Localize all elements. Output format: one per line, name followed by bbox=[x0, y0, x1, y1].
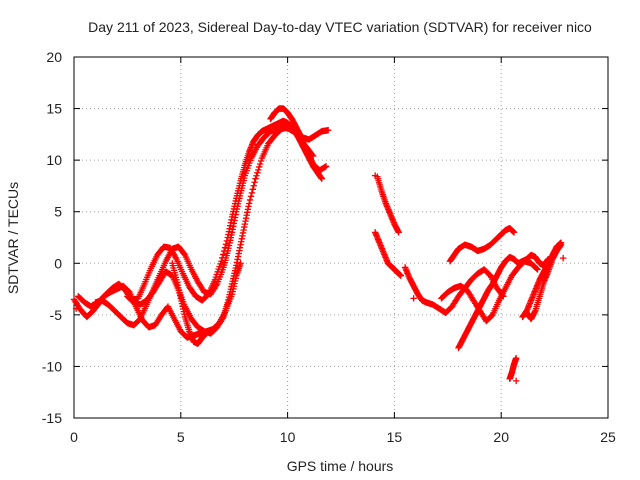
data-point bbox=[252, 175, 259, 182]
y-tick-label: -15 bbox=[42, 410, 62, 426]
data-point bbox=[395, 229, 402, 236]
data-point bbox=[318, 175, 325, 182]
data-point bbox=[180, 250, 188, 258]
series-satellite-track-g bbox=[374, 173, 402, 236]
plot-frame bbox=[73, 56, 609, 419]
x-tick-label: 5 bbox=[177, 429, 185, 445]
series-satellite-track-l bbox=[446, 225, 518, 265]
data-point bbox=[397, 272, 405, 279]
data-point bbox=[256, 163, 263, 171]
data-point bbox=[222, 241, 230, 248]
y-tick-label: 10 bbox=[46, 152, 62, 168]
data-point bbox=[219, 315, 226, 322]
data-point bbox=[253, 172, 260, 179]
data-point bbox=[250, 182, 257, 189]
y-tick-label: 5 bbox=[54, 204, 62, 220]
y-tick-label: 0 bbox=[54, 255, 62, 271]
data-point bbox=[249, 186, 257, 193]
series-satellite-track-k bbox=[455, 251, 552, 352]
x-tick-label: 10 bbox=[280, 429, 296, 445]
data-point bbox=[203, 330, 210, 337]
series-satellite-track-e bbox=[169, 260, 210, 347]
chart-title: Day 211 of 2023, Sidereal Day-to-day VTE… bbox=[88, 19, 592, 35]
y-tick-label: -10 bbox=[42, 358, 62, 374]
data-point bbox=[248, 189, 256, 197]
data-point bbox=[510, 229, 518, 236]
data-point bbox=[512, 354, 520, 362]
data-point bbox=[257, 157, 265, 165]
x-tick-label: 15 bbox=[387, 429, 403, 445]
data-point bbox=[72, 305, 80, 312]
x-tick-label: 0 bbox=[70, 429, 78, 445]
data-point bbox=[534, 266, 541, 273]
data-point bbox=[218, 258, 225, 265]
data-point bbox=[246, 196, 254, 204]
axes bbox=[73, 56, 609, 419]
data-point bbox=[212, 282, 220, 289]
data-point bbox=[254, 169, 261, 177]
data-point bbox=[410, 295, 417, 302]
data-point bbox=[245, 200, 253, 207]
data-point bbox=[251, 179, 258, 186]
series-satellite-track-h bbox=[371, 229, 405, 279]
y-tick-label: 15 bbox=[46, 101, 62, 117]
data-point bbox=[371, 172, 379, 179]
y-axis-label: SDTVAR / TECUs bbox=[5, 182, 21, 294]
data-point bbox=[256, 160, 264, 168]
data-point bbox=[559, 254, 567, 262]
series-satellite-track-m bbox=[506, 354, 520, 383]
series-isolated-points bbox=[72, 172, 567, 385]
data-point bbox=[324, 127, 332, 134]
data-point bbox=[237, 260, 244, 267]
y-tick-label: -5 bbox=[50, 307, 63, 323]
x-tick-label: 20 bbox=[493, 429, 509, 445]
ticks: 0 5 10 15 20 25 -15 -10 -5 0 5 10 15 20 bbox=[42, 49, 616, 445]
data-point bbox=[512, 377, 520, 385]
data-marks bbox=[70, 105, 567, 385]
data-point bbox=[220, 251, 227, 258]
data-point bbox=[247, 193, 255, 200]
x-axis-label: GPS time / hours bbox=[287, 458, 394, 474]
series-satellite-track-d bbox=[124, 123, 317, 337]
series-satellite-track-f bbox=[267, 105, 330, 174]
y-tick-label: 20 bbox=[46, 49, 62, 65]
data-point bbox=[322, 163, 330, 170]
series-satellite-track-o bbox=[523, 241, 565, 323]
x-tick-label: 25 bbox=[600, 429, 616, 445]
data-point bbox=[255, 166, 262, 174]
data-point bbox=[557, 241, 565, 248]
data-point bbox=[533, 265, 540, 272]
